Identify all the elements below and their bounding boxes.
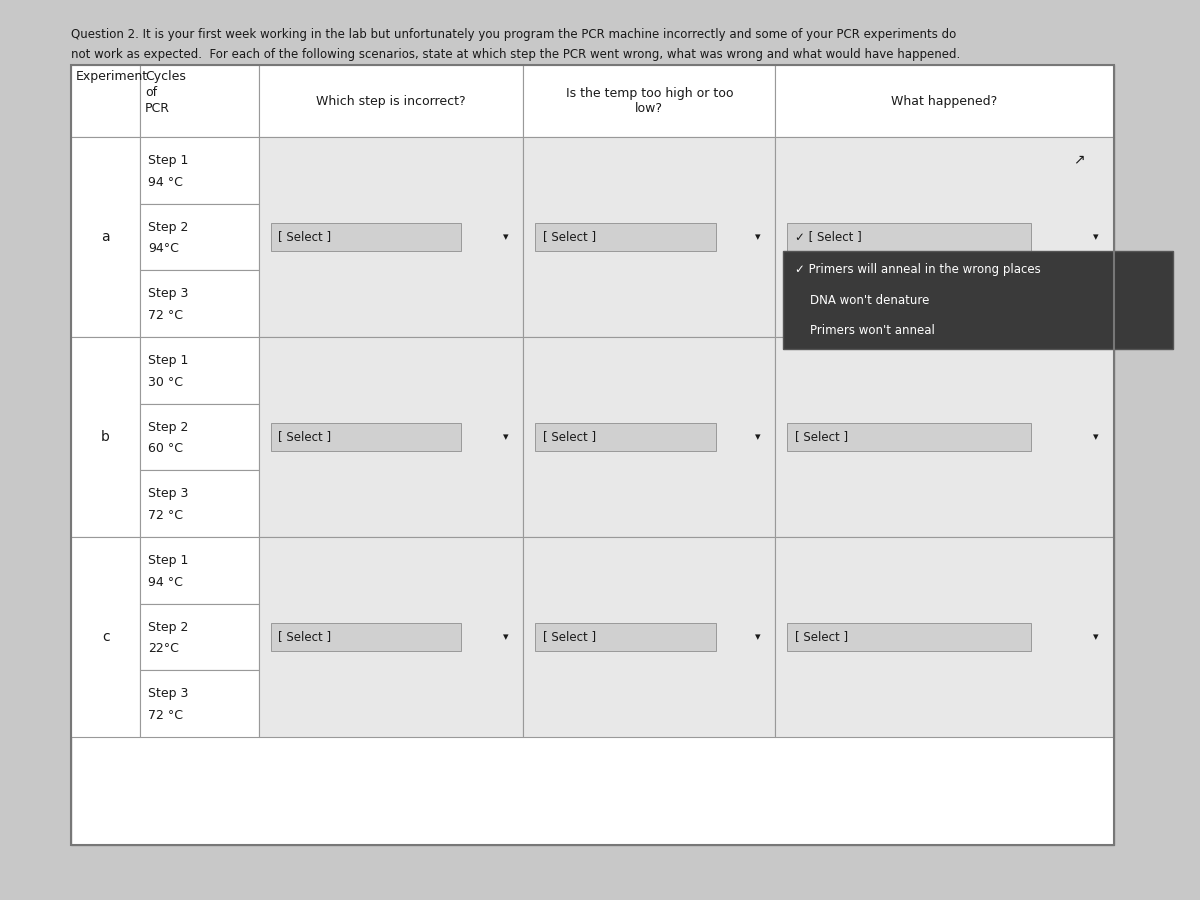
Bar — [784, 251, 1174, 349]
Bar — [71, 65, 1114, 845]
Bar — [71, 137, 140, 337]
Bar — [535, 223, 716, 251]
Text: 94 °C: 94 °C — [148, 176, 182, 189]
Bar — [71, 337, 140, 537]
Text: Step 1: Step 1 — [148, 354, 188, 367]
Text: Experiment: Experiment — [76, 70, 148, 83]
Text: ▾: ▾ — [1093, 632, 1099, 642]
Bar — [140, 270, 259, 337]
Text: Step 3: Step 3 — [148, 688, 188, 700]
Bar — [71, 537, 140, 737]
Text: ▾: ▾ — [755, 632, 760, 642]
Text: Question 2. It is your first week working in the lab but unfortunately you progr: Question 2. It is your first week workin… — [71, 28, 956, 41]
Text: ▾: ▾ — [1093, 232, 1099, 242]
Text: 22°C: 22°C — [148, 643, 179, 655]
Text: Step 2: Step 2 — [148, 420, 188, 434]
Text: 30 °C: 30 °C — [148, 376, 184, 389]
Text: Step 1: Step 1 — [148, 154, 188, 166]
Text: [ Select ]: [ Select ] — [278, 230, 331, 244]
Text: 94 °C: 94 °C — [148, 576, 182, 589]
Text: [ Select ]: [ Select ] — [544, 430, 596, 444]
Text: ▾: ▾ — [755, 232, 760, 242]
Bar — [787, 223, 1031, 251]
Bar — [71, 65, 140, 137]
Bar — [270, 623, 461, 651]
Text: ▾: ▾ — [503, 632, 509, 642]
Bar — [535, 423, 716, 451]
Text: ▾: ▾ — [1093, 432, 1099, 442]
Bar — [140, 137, 259, 203]
Bar — [71, 65, 1114, 845]
Text: Step 1: Step 1 — [148, 554, 188, 567]
Text: 60 °C: 60 °C — [148, 443, 184, 455]
Text: Primers won't anneal: Primers won't anneal — [794, 323, 935, 337]
Text: [ Select ]: [ Select ] — [794, 430, 848, 444]
Text: [ Select ]: [ Select ] — [794, 631, 848, 644]
Text: Which step is incorrect?: Which step is incorrect? — [317, 94, 466, 107]
Text: Is the temp too high or too
low?: Is the temp too high or too low? — [565, 87, 733, 115]
Bar — [775, 337, 1114, 537]
Bar — [775, 537, 1114, 737]
Text: Step 2: Step 2 — [148, 620, 188, 634]
Text: 72 °C: 72 °C — [148, 310, 184, 322]
Bar — [523, 137, 775, 337]
Text: DNA won't denature: DNA won't denature — [794, 293, 929, 307]
Text: not work as expected.  For each of the following scenarios, state at which step : not work as expected. For each of the fo… — [71, 48, 960, 61]
Bar — [140, 404, 259, 471]
Bar — [140, 604, 259, 670]
Bar — [523, 537, 775, 737]
Text: a: a — [101, 230, 110, 244]
Bar — [270, 423, 461, 451]
Bar — [523, 65, 775, 137]
Bar — [140, 670, 259, 737]
Text: [ Select ]: [ Select ] — [544, 230, 596, 244]
Text: Cycles
of
PCR: Cycles of PCR — [145, 70, 186, 115]
Bar — [787, 423, 1031, 451]
Text: ▾: ▾ — [503, 232, 509, 242]
Bar — [140, 203, 259, 270]
Bar — [535, 623, 716, 651]
Text: What happened?: What happened? — [892, 94, 997, 107]
Text: [ Select ]: [ Select ] — [278, 631, 331, 644]
Text: ↗: ↗ — [1074, 152, 1085, 166]
Text: ▾: ▾ — [503, 432, 509, 442]
Text: ✓ Primers will anneal in the wrong places: ✓ Primers will anneal in the wrong place… — [794, 264, 1040, 276]
Text: 94°C: 94°C — [148, 242, 179, 256]
Bar — [140, 337, 259, 404]
Bar — [140, 65, 259, 137]
Bar — [523, 337, 775, 537]
Text: ✓ [ Select ]: ✓ [ Select ] — [794, 230, 862, 244]
Bar — [259, 337, 523, 537]
Text: 72 °C: 72 °C — [148, 709, 184, 722]
Bar — [775, 65, 1114, 137]
Bar — [787, 623, 1031, 651]
Bar — [140, 537, 259, 604]
Text: b: b — [101, 430, 110, 444]
Text: c: c — [102, 630, 109, 644]
Text: Step 3: Step 3 — [148, 487, 188, 500]
Text: [ Select ]: [ Select ] — [278, 430, 331, 444]
Text: Step 2: Step 2 — [148, 220, 188, 233]
Bar — [259, 65, 523, 137]
Bar — [259, 137, 523, 337]
Bar — [259, 537, 523, 737]
Text: ▾: ▾ — [755, 432, 760, 442]
Text: 72 °C: 72 °C — [148, 509, 184, 522]
Text: Step 3: Step 3 — [148, 287, 188, 301]
Bar — [140, 471, 259, 537]
Bar — [775, 137, 1114, 337]
Bar — [270, 223, 461, 251]
Text: [ Select ]: [ Select ] — [544, 631, 596, 644]
